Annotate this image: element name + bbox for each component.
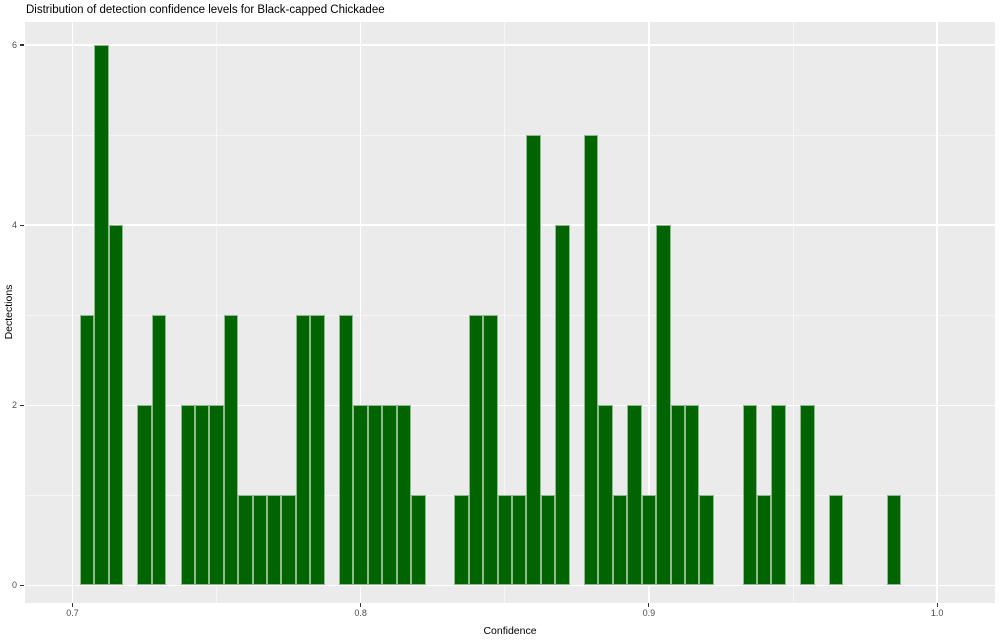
histogram-bar: [670, 405, 685, 586]
histogram-bar: [396, 405, 412, 586]
gridline-major-y: [25, 224, 995, 226]
y-tick-mark: [20, 404, 24, 406]
plot-panel: [25, 22, 995, 603]
histogram-bar: [497, 495, 512, 586]
x-tick-label: 0.8: [354, 608, 367, 618]
gridline-major-x: [936, 22, 938, 603]
histogram-bar: [137, 405, 152, 586]
y-tick-label: 2: [11, 400, 17, 411]
histogram-bar: [238, 495, 253, 586]
histogram-bar: [612, 495, 628, 586]
y-axis-title: Dectections: [3, 284, 15, 340]
gridline-major-x: [71, 22, 74, 603]
y-tick-mark: [20, 224, 24, 226]
y-tick-label: 4: [11, 220, 17, 231]
x-tick-mark: [936, 603, 938, 607]
gridline-minor-x: [792, 22, 794, 603]
histogram-bar: [108, 225, 123, 586]
histogram-bar: [526, 135, 541, 586]
histogram-bar: [267, 495, 282, 586]
gridline-minor-x: [504, 22, 506, 603]
histogram-bar: [829, 495, 844, 586]
histogram-bar: [756, 495, 772, 586]
histogram-bar: [310, 315, 325, 586]
histogram-bar: [468, 315, 484, 586]
y-tick-mark: [20, 584, 24, 587]
histogram-bar: [742, 405, 757, 586]
histogram-bar: [771, 405, 786, 586]
y-tick-label: 6: [11, 40, 17, 51]
histogram-bar: [180, 405, 195, 586]
histogram-bar: [555, 225, 570, 586]
gridline-major-y: [25, 584, 995, 587]
histogram-bar: [209, 405, 224, 586]
histogram-bar: [656, 225, 671, 586]
histogram-bar: [886, 495, 902, 586]
histogram-bar: [367, 405, 383, 586]
x-axis-title: Confidence: [483, 625, 537, 637]
histogram-bar: [252, 495, 268, 586]
histogram-bar: [194, 405, 210, 586]
histogram-bar: [684, 405, 700, 586]
histogram-bar: [353, 405, 368, 586]
histogram-bar: [223, 315, 239, 586]
gridline-minor-x: [216, 22, 218, 603]
y-tick-mark: [20, 44, 24, 46]
gridline-minor-y: [25, 314, 995, 316]
histogram-bar: [598, 405, 613, 586]
histogram-bar: [94, 45, 109, 586]
gridline-major-y: [25, 44, 995, 46]
histogram-bar: [411, 495, 426, 586]
histogram-bar: [151, 315, 167, 586]
histogram-bar: [627, 405, 642, 586]
histogram-bar: [382, 405, 397, 586]
x-tick-mark: [71, 603, 74, 607]
histogram-bar: [699, 495, 714, 586]
histogram-bar: [454, 495, 469, 586]
histogram-bar: [641, 495, 657, 586]
histogram-bar: [295, 315, 311, 586]
histogram-bar: [800, 405, 815, 586]
histogram-bar: [79, 315, 95, 586]
x-tick-mark: [648, 603, 650, 607]
x-tick-label: 1.0: [930, 608, 944, 618]
histogram-bar: [339, 315, 354, 586]
x-tick-mark: [360, 603, 362, 607]
histogram-bar: [584, 135, 599, 586]
gridline-major-y: [25, 404, 995, 407]
gridline-minor-y: [25, 134, 995, 136]
y-tick-label: 0: [11, 580, 17, 591]
histogram-bar: [281, 495, 296, 586]
histogram-bar: [540, 495, 556, 586]
x-tick-label: 0.9: [642, 608, 656, 618]
gridline-major-x: [360, 22, 362, 603]
histogram-bar: [512, 495, 527, 586]
chart-title: Distribution of detection confidence lev…: [26, 4, 385, 16]
gridline-major-x: [648, 22, 650, 603]
histogram-bar: [483, 315, 498, 586]
x-tick-label: 0.7: [66, 608, 79, 618]
